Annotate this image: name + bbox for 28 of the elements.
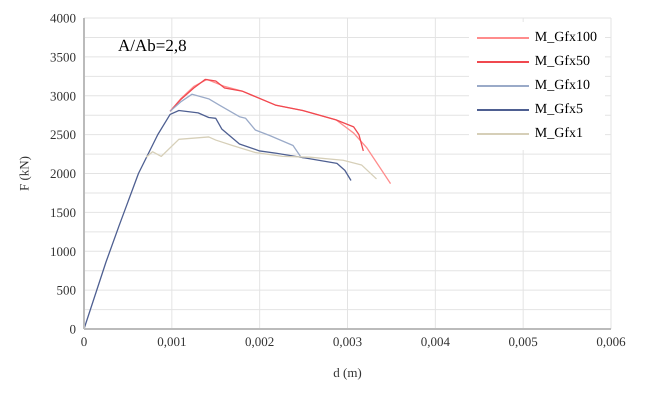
y-tick-label: 1000 <box>50 244 76 259</box>
y-tick-label: 2000 <box>50 166 76 182</box>
legend-label: M_Gfx100 <box>534 30 597 46</box>
line-series <box>84 110 352 329</box>
x-tick-label: 0,004 <box>420 334 450 350</box>
y-tick-label: 2500 <box>50 127 76 142</box>
y-tick-label: 500 <box>56 282 76 298</box>
legend-label: M_Gfx50 <box>534 54 590 70</box>
x-tick-label: 0,005 <box>508 334 538 350</box>
y-tick-label: 1500 <box>50 204 76 220</box>
x-tick-label: 0 <box>80 334 88 350</box>
x-axis-title: d (m) <box>333 365 362 380</box>
y-tick-label: 3500 <box>50 49 76 64</box>
legend-label: M_Gfx10 <box>534 78 590 94</box>
y-tick-label: 3000 <box>50 88 76 104</box>
x-tick-label: 0,002 <box>245 334 274 350</box>
line-series <box>146 136 378 180</box>
y-axis-title: F (kN) <box>16 156 32 192</box>
line-series <box>169 78 364 152</box>
annotation: A/Ab=2,8 <box>118 36 187 56</box>
y-tick-label: 4000 <box>50 10 76 26</box>
x-tick-label: 0,003 <box>332 334 362 350</box>
legend-label: M_Gfx5 <box>534 102 583 118</box>
line-series <box>169 94 304 159</box>
x-tick-label: 0,006 <box>596 334 626 350</box>
y-tick-label: 0 <box>70 322 76 337</box>
legend-label: M_Gfx1 <box>534 126 583 142</box>
x-tick-label: 0,001 <box>157 334 186 350</box>
